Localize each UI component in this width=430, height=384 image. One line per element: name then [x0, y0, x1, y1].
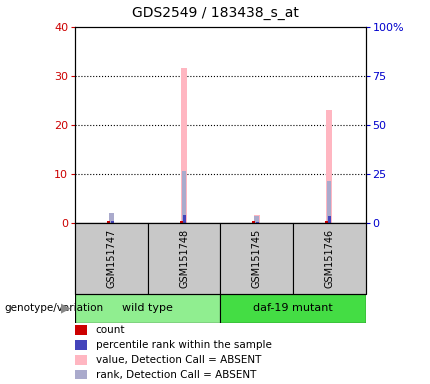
Bar [182, 171, 186, 223]
Text: value, Detection Call = ABSENT: value, Detection Call = ABSENT [95, 355, 261, 365]
Bar [183, 215, 186, 223]
Bar [75, 340, 87, 350]
Bar [75, 325, 87, 335]
Bar [75, 370, 87, 379]
Bar [326, 110, 332, 223]
Text: ▶: ▶ [61, 302, 71, 314]
Text: GSM151748: GSM151748 [179, 229, 189, 288]
Bar [252, 221, 255, 223]
Bar [221, 294, 366, 323]
Bar [148, 223, 220, 294]
Bar [256, 222, 259, 223]
Bar [255, 216, 259, 223]
Text: percentile rank within the sample: percentile rank within the sample [95, 340, 271, 350]
Bar [325, 221, 328, 223]
Bar [109, 213, 114, 223]
Text: GSM151745: GSM151745 [252, 228, 262, 288]
Bar [75, 294, 221, 323]
Bar [180, 221, 183, 223]
Text: genotype/variation: genotype/variation [4, 303, 104, 313]
Text: GDS2549 / 183438_s_at: GDS2549 / 183438_s_at [132, 7, 298, 20]
Bar [75, 223, 148, 294]
Text: count: count [95, 325, 125, 335]
Text: wild type: wild type [123, 303, 173, 313]
Bar [181, 68, 187, 223]
Bar [329, 216, 332, 223]
Bar [254, 215, 260, 223]
Bar [111, 221, 114, 223]
Text: daf-19 mutant: daf-19 mutant [253, 303, 333, 313]
Text: GSM151747: GSM151747 [107, 228, 117, 288]
Bar [107, 221, 110, 223]
Bar [221, 223, 293, 294]
Bar [109, 215, 114, 223]
Bar [75, 355, 87, 364]
Bar [293, 223, 366, 294]
Bar [327, 180, 332, 223]
Text: GSM151746: GSM151746 [324, 229, 334, 288]
Text: rank, Detection Call = ABSENT: rank, Detection Call = ABSENT [95, 370, 256, 380]
